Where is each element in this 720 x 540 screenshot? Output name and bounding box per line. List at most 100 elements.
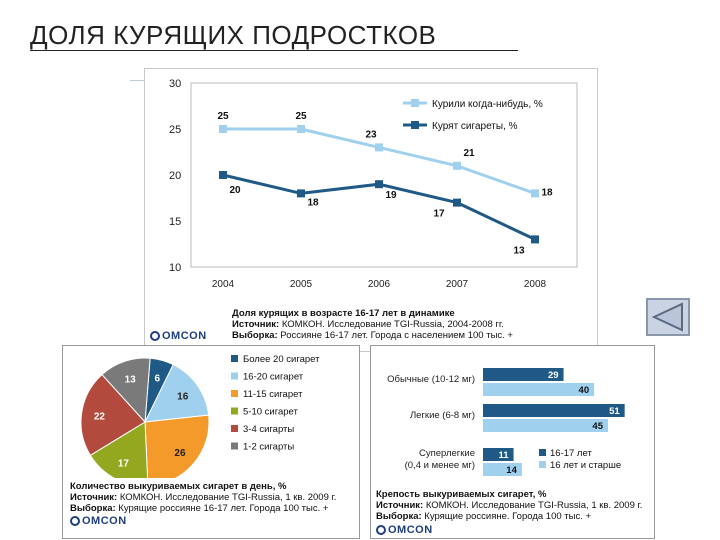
line-caption-sample: Россияне 16-17 лет. Города с населением … (277, 330, 513, 341)
bar-value-label: 51 (609, 406, 620, 417)
line-caption-sample-label: Выборка: (232, 330, 278, 341)
comcon-logo: OMCON (150, 330, 207, 342)
bar (483, 448, 514, 461)
data-label: 20 (229, 185, 241, 196)
pie-caption-source: КОМКОН. Исследование TGI-Russia, 1 кв. 2… (117, 492, 337, 503)
data-label: 19 (385, 190, 397, 201)
pie-chart-caption: Количество выкуриваемых сигарет в день, … (70, 481, 336, 514)
data-point (453, 198, 461, 207)
data-label: 17 (433, 209, 445, 220)
category-label: Обычные (10-12 мг) (387, 374, 475, 385)
category-label: (0,4 и менее мг) (405, 460, 475, 471)
comcon-logo-bar: OMCON (376, 524, 433, 536)
data-point (375, 143, 383, 152)
legend-label: 3-4 сигарты (243, 424, 294, 435)
data-label: 25 (295, 111, 307, 122)
legend-swatch (539, 449, 546, 456)
data-label: 21 (463, 148, 475, 159)
bar-value-label: 14 (506, 465, 517, 476)
decorative-line (130, 80, 144, 81)
line-caption-source: КОМКОН. Исследование TGI-Russia, 2004-20… (279, 319, 504, 330)
prev-slide-button[interactable] (646, 298, 690, 336)
bar-value-label: 29 (548, 370, 559, 381)
y-tick-label: 10 (169, 262, 181, 274)
legend-marker (411, 121, 419, 129)
bar (483, 463, 522, 476)
slice-label: 13 (125, 374, 137, 385)
pie-chart: 6 16 26 17 22 13 Более 20 сигарет 16-20 сигарет… (80, 354, 320, 487)
line-caption-title: Доля курящих в возрасте 16-17 лет в дина… (232, 308, 455, 319)
line-chart-caption: Доля курящих в возрасте 16-17 лет в дина… (232, 308, 513, 341)
legend-label: 11-15 сигарет (243, 389, 303, 400)
pie-caption-title: Количество выкуриваемых сигарет в день, … (70, 481, 287, 492)
logo-text: OMCON (82, 515, 127, 527)
bar-caption-source-label: Источник: (376, 500, 424, 511)
data-label: 13 (513, 245, 525, 256)
bar (483, 383, 595, 396)
legend-label: 16-20 сигарет (243, 372, 304, 383)
data-point (453, 161, 461, 170)
title-underline (30, 50, 518, 51)
page-title: ДОЛЯ КУРЯЩИХ ПОДРОСТКОВ (30, 20, 437, 50)
data-label: 23 (365, 129, 377, 140)
pie-chart-panel: 6 16 26 17 22 13 Более 20 сигарет 16-20 сигарет… (62, 345, 360, 539)
data-point (297, 125, 305, 133)
logo-ring-icon (150, 331, 160, 341)
data-label: 18 (541, 187, 553, 198)
bar-value-label: 40 (579, 385, 590, 396)
line-caption-source-label: Источник: (232, 319, 280, 330)
slice-label: 17 (118, 459, 130, 470)
bar-chart-caption: Крепость выкуриваемых сигарет, % Источни… (376, 489, 642, 522)
comcon-logo-pie: OMCON (70, 515, 127, 527)
legend-swatch (231, 372, 238, 380)
bar-caption-title: Крепость выкуриваемых сигарет, % (376, 489, 547, 500)
slice-label: 22 (94, 411, 106, 422)
pie-caption-sample: Курящие россияне 16-17 лет. Города 100 т… (115, 503, 329, 514)
bar-caption-sample-label: Выборка: (376, 511, 422, 522)
data-point (219, 125, 227, 133)
bar-chart-panel: Обычные (10-12 мг) 29 40 Легкие (6-8 мг) 51 4… (370, 345, 655, 539)
x-tick-label: 2004 (212, 279, 235, 289)
bar-caption-sample: Курящие россияне. Города 100 тыс. + (421, 511, 592, 522)
pie-caption-sample-label: Выборка: (70, 503, 116, 514)
y-tick-label: 15 (169, 216, 181, 228)
legend-marker (411, 99, 419, 107)
y-tick-label: 25 (169, 124, 181, 136)
x-tick-label: 2007 (446, 279, 469, 289)
legend-swatch (231, 425, 238, 432)
triangle-left-icon (651, 302, 683, 332)
data-point (219, 171, 227, 179)
plot-area (190, 82, 578, 268)
legend-swatch (231, 355, 238, 362)
slice-label: 6 (154, 374, 160, 385)
bar-chart: Обычные (10-12 мг) 29 40 Легкие (6-8 мг) 51 4… (387, 368, 625, 476)
data-point (531, 235, 539, 244)
line-chart-panel: 10 15 20 25 30 2004 2005 2006 2007 2008 25 25 23 21 18… (144, 68, 598, 352)
pie-slice (80, 373, 146, 457)
bar (483, 419, 608, 432)
category-label: Суперлегкие (419, 448, 475, 459)
legend-label: 5-10 сигарет (243, 407, 299, 418)
pie-slice (101, 357, 151, 424)
bar-value-label: 45 (592, 421, 603, 432)
data-point (375, 180, 383, 189)
y-tick-label: 20 (169, 170, 181, 182)
pie-slice (144, 414, 210, 487)
data-label: 18 (307, 197, 319, 208)
data-point (531, 189, 539, 198)
bar-value-label: 11 (499, 450, 510, 461)
y-tick-label: 30 (169, 78, 181, 90)
pie-caption-source-label: Источник: (70, 492, 118, 503)
data-label: 25 (217, 111, 229, 122)
x-tick-label: 2006 (368, 279, 391, 289)
pie-slice (144, 363, 210, 423)
bar (483, 368, 564, 381)
legend-swatch (231, 390, 238, 397)
legend-swatch (231, 407, 238, 415)
slice-label: 16 (177, 392, 189, 403)
line-chart: 10 15 20 25 30 2004 2005 2006 2007 2008 25 25 23 21 18… (169, 78, 578, 290)
bar (483, 404, 625, 417)
legend-label: 16-17 лет (550, 448, 592, 459)
legend-label: Более 20 сигарет (243, 354, 320, 365)
legend-swatch (231, 442, 238, 450)
